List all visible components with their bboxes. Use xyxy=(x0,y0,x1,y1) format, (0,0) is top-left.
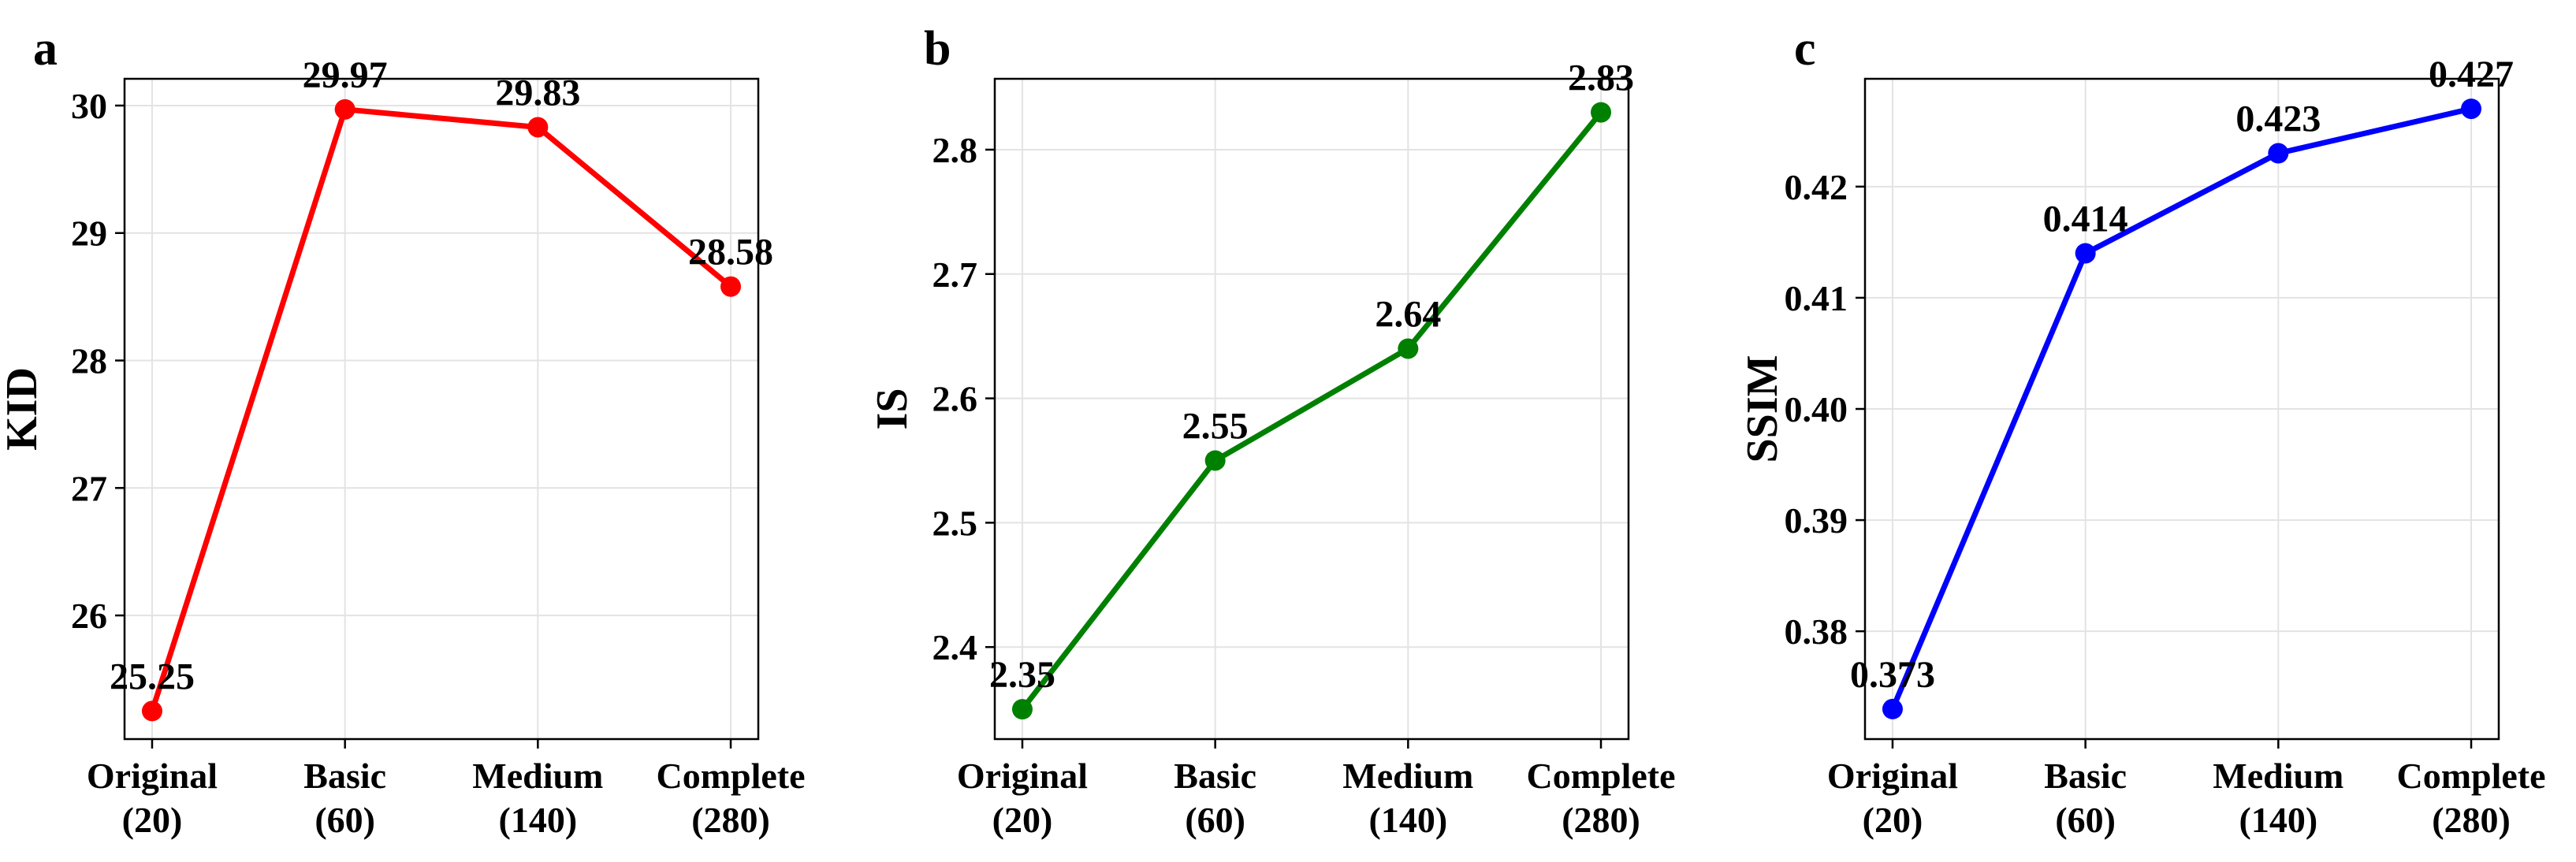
y-tick-label: 30 xyxy=(71,86,107,126)
y-tick-label: 0.40 xyxy=(1785,389,1848,429)
y-axis-title: IS xyxy=(868,388,917,430)
data-point xyxy=(141,700,162,722)
data-point xyxy=(527,117,549,138)
data-label: 2.64 xyxy=(1375,293,1441,335)
plot-frame xyxy=(993,77,1630,741)
series-line xyxy=(149,106,733,712)
data-point xyxy=(720,276,742,297)
data-label: 2.83 xyxy=(1568,58,1634,99)
x-tick-label: Complete (280) xyxy=(2396,756,2545,840)
data-point xyxy=(2268,143,2289,164)
data-point xyxy=(1591,102,1612,123)
y-tick-label: 2.8 xyxy=(932,130,978,170)
data-point xyxy=(1882,698,1903,719)
y-tick-label: 0.39 xyxy=(1785,500,1848,541)
y-tick-label: 2.5 xyxy=(932,503,978,543)
panel-label: b xyxy=(924,22,951,76)
y-tick-label: 2.6 xyxy=(932,379,978,419)
x-tick-label: Medium (140) xyxy=(2213,756,2343,840)
y-tick-label: 2.7 xyxy=(932,255,978,295)
y-tick-label: 26 xyxy=(71,596,107,636)
x-tick-label: Original (20) xyxy=(87,756,218,840)
data-point xyxy=(2075,243,2096,264)
data-point xyxy=(2461,98,2482,120)
data-label: 28.58 xyxy=(688,232,773,273)
x-tick-label: Medium (140) xyxy=(1342,756,1473,840)
x-tick-label: Basic (60) xyxy=(303,756,386,840)
data-label: 0.427 xyxy=(2429,54,2514,95)
panel-label: a xyxy=(33,22,58,76)
data-label: 2.55 xyxy=(1182,405,1249,447)
series-line xyxy=(1889,106,2472,711)
data-label: 2.35 xyxy=(989,654,1055,696)
x-tick-label: Basic (60) xyxy=(1174,756,1256,840)
panel-label: c xyxy=(1794,22,1816,76)
x-tick-label: Basic (60) xyxy=(2044,756,2127,840)
x-tick-label: Original (20) xyxy=(1827,756,1958,840)
x-tick-label: Complete (280) xyxy=(1526,756,1675,840)
data-label: 29.97 xyxy=(303,54,388,96)
data-label: 0.423 xyxy=(2235,98,2321,140)
y-tick-label: 0.38 xyxy=(1785,611,1848,652)
data-point xyxy=(1398,338,1419,359)
y-tick-label: 0.42 xyxy=(1785,167,1848,207)
y-axis-title: SSIM xyxy=(1738,355,1787,463)
y-tick-label: 0.41 xyxy=(1785,278,1848,318)
y-tick-label: 28 xyxy=(71,341,107,381)
data-label: 0.414 xyxy=(2043,198,2128,240)
data-point xyxy=(1204,450,1226,471)
x-tick-label: Complete (280) xyxy=(656,756,805,840)
data-label: 0.373 xyxy=(1850,654,1935,696)
grid xyxy=(125,79,758,739)
plot-frame xyxy=(123,77,760,741)
panel-b: 2.4 2.5 2.6 2.7 2.8 Original (20) Basic (60) Medi… xyxy=(868,22,1676,840)
series-line xyxy=(1020,110,1603,712)
y-tick-label: 29 xyxy=(71,214,107,254)
panel-a: 26 27 28 29 30 Original (20) Basic (60) Medium (14… xyxy=(0,22,806,840)
data-label: 25.25 xyxy=(110,656,195,697)
x-tick-label: Original (20) xyxy=(957,756,1088,840)
y-tick-label: 2.4 xyxy=(932,627,978,667)
y-axis-title: KID xyxy=(0,367,47,451)
grid xyxy=(995,79,1629,739)
grid xyxy=(1865,79,2499,739)
data-point xyxy=(1011,699,1033,720)
data-point xyxy=(334,98,356,120)
y-tick-label: 27 xyxy=(71,468,107,508)
x-tick-label: Medium (140) xyxy=(472,756,603,840)
panel-c: 0.38 0.39 0.40 0.41 0.42 Original (20) Basic (60… xyxy=(1738,22,2546,840)
data-label: 29.83 xyxy=(495,72,580,113)
